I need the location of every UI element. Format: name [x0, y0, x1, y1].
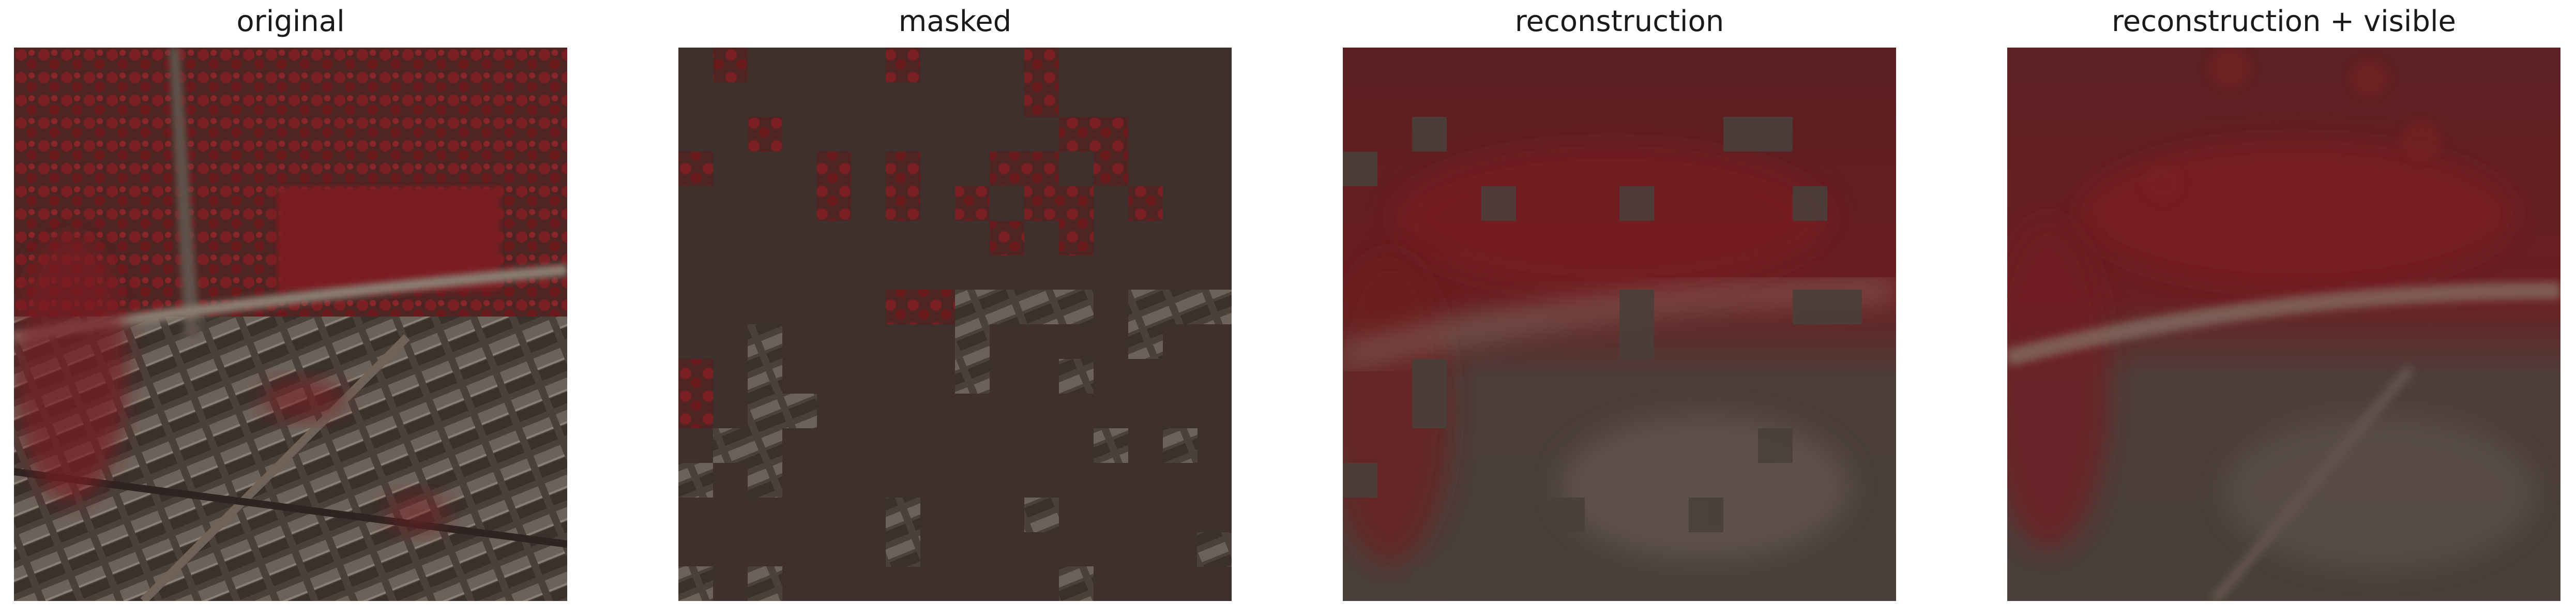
panel-reconstruction-visible: reconstruction + visible [2007, 0, 2560, 616]
masked-image [678, 48, 1232, 601]
panel-title: original [236, 5, 345, 38]
reconstruction-visible-image [2007, 48, 2560, 601]
panel-original: original [14, 0, 567, 616]
panel-reconstruction: reconstruction [1343, 0, 1896, 616]
panel-title: reconstruction + visible [2111, 5, 2456, 38]
panel-title: masked [898, 5, 1012, 38]
original-image [14, 48, 567, 601]
panel-title: reconstruction [1514, 5, 1724, 38]
panel-masked: masked [678, 0, 1232, 616]
reconstruction-image [1343, 48, 1896, 601]
